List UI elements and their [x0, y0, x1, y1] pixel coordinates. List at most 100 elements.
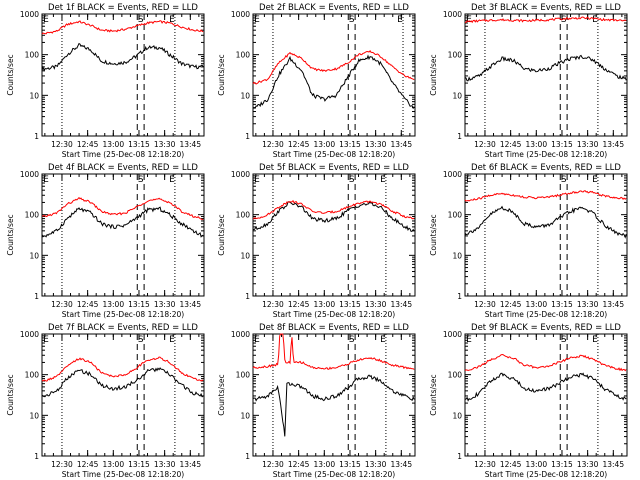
y-tick-label: 1 — [34, 452, 39, 461]
y-tick-label: 1000 — [443, 330, 462, 339]
x-tick-label: 13:45 — [390, 460, 412, 469]
plot-frame — [464, 13, 628, 137]
y-tick-label: 10 — [240, 411, 250, 420]
start-marker: S — [349, 175, 355, 185]
x-tick-label: 13:00 — [102, 460, 124, 469]
end-marker: E — [380, 175, 386, 185]
plot-frame — [252, 13, 416, 137]
start-marker: S — [561, 335, 567, 345]
y-tick-label: 10 — [29, 411, 39, 420]
plot-frame — [252, 173, 416, 297]
end-marker: E — [592, 175, 598, 185]
plot-frame — [252, 333, 416, 457]
subplot-title: Det 4f BLACK = Events, RED = LLD — [48, 163, 198, 173]
y-tick-label: 100 — [448, 371, 463, 380]
events-series-line — [464, 205, 627, 239]
end-marker: E — [254, 175, 260, 185]
x-tick-label: 13:00 — [313, 300, 335, 309]
x-axis-label: Start Time (25-Dec-08 12:18:20) — [485, 470, 607, 479]
y-tick-label: 1000 — [20, 170, 39, 179]
x-tick-label: 13:30 — [154, 140, 176, 149]
subplot-det-3: Det 3f BLACK = Events, RED = LLD 1 10 100 10… — [429, 3, 628, 159]
y-tick-label: 10 — [452, 251, 462, 260]
lld-series-line — [465, 16, 627, 24]
events-series-line — [41, 42, 204, 72]
end-marker: E — [466, 175, 472, 185]
y-tick-label: 100 — [448, 211, 463, 220]
x-tick-label: 13:15 — [551, 460, 573, 469]
subplot-det-4: Det 4f BLACK = Events, RED = LLD 1 10 100 10… — [6, 163, 205, 319]
plot-frame — [41, 173, 205, 297]
end-marker: E — [592, 335, 598, 345]
x-tick-label: 13:00 — [313, 140, 335, 149]
y-tick-label: 1000 — [20, 330, 39, 339]
x-tick-label: 12:30 — [474, 460, 496, 469]
start-marker: S — [349, 15, 355, 25]
y-tick-label: 10 — [29, 91, 39, 100]
y-axis-label: Counts/sec — [429, 374, 438, 415]
start-marker: S — [138, 335, 144, 345]
x-tick-label: 13:30 — [154, 300, 176, 309]
y-axis-label: Counts/sec — [217, 54, 226, 95]
y-tick-label: 1000 — [20, 10, 39, 19]
x-tick-label: 13:45 — [390, 300, 412, 309]
x-tick-label: 12:45 — [288, 140, 310, 149]
x-tick-label: 13:45 — [602, 140, 624, 149]
y-tick-label: 10 — [240, 91, 250, 100]
x-tick-label: 13:15 — [551, 300, 573, 309]
y-tick-label: 1 — [457, 452, 462, 461]
x-tick-label: 12:30 — [262, 300, 284, 309]
x-tick-label: 13:15 — [128, 140, 150, 149]
y-tick-label: 1 — [34, 292, 39, 301]
end-marker: E — [169, 175, 175, 185]
x-axis-label: Start Time (25-Dec-08 12:18:20) — [62, 310, 184, 319]
x-tick-label: 13:15 — [339, 460, 361, 469]
end-marker: E — [466, 335, 472, 345]
subplot-title: Det 1f BLACK = Events, RED = LLD — [48, 3, 198, 13]
x-tick-label: 13:45 — [179, 300, 201, 309]
events-series-line — [252, 200, 415, 232]
y-axis-label: Counts/sec — [217, 374, 226, 415]
subplot-title: Det 7f BLACK = Events, RED = LLD — [48, 323, 198, 333]
start-marker: S — [561, 175, 567, 185]
subplot-title: Det 6f BLACK = Events, RED = LLD — [471, 163, 621, 173]
x-tick-label: 13:00 — [525, 300, 547, 309]
x-tick-label: 13:45 — [602, 460, 624, 469]
y-tick-label: 1 — [457, 132, 462, 141]
x-tick-label: 13:30 — [154, 460, 176, 469]
subplot-det-2: Det 2f BLACK = Events, RED = LLD 1 10 100 10… — [217, 3, 416, 159]
y-axis-label: Counts/sec — [6, 214, 15, 255]
lld-series-line — [252, 49, 415, 85]
x-tick-label: 12:30 — [474, 140, 496, 149]
x-axis-label: Start Time (25-Dec-08 12:18:20) — [273, 310, 395, 319]
x-tick-label: 13:30 — [365, 140, 387, 149]
end-marker: E — [380, 335, 386, 345]
x-tick-label: 12:30 — [262, 140, 284, 149]
x-tick-label: 13:45 — [602, 300, 624, 309]
y-tick-label: 100 — [236, 211, 251, 220]
x-tick-label: 12:45 — [500, 140, 522, 149]
lld-series-line — [41, 20, 204, 35]
y-tick-label: 100 — [236, 51, 251, 60]
y-tick-label: 1 — [245, 452, 250, 461]
x-tick-label: 13:00 — [525, 140, 547, 149]
y-axis-label: Counts/sec — [6, 374, 15, 415]
x-tick-label: 12:30 — [51, 460, 73, 469]
x-tick-label: 13:45 — [390, 140, 412, 149]
subplot-title: Det 5f BLACK = Events, RED = LLD — [259, 163, 409, 173]
subplot-det-7: Det 7f BLACK = Events, RED = LLD 1 10 100 10… — [6, 323, 205, 479]
x-tick-label: 12:45 — [288, 460, 310, 469]
x-tick-label: 13:15 — [551, 140, 573, 149]
y-tick-label: 10 — [452, 411, 462, 420]
end-marker: E — [43, 15, 49, 25]
x-axis-label: Start Time (25-Dec-08 12:18:20) — [485, 310, 607, 319]
start-marker: S — [138, 175, 144, 185]
subplot-det-1: Det 1f BLACK = Events, RED = LLD 1 10 100 10… — [6, 3, 205, 159]
start-marker: S — [561, 15, 567, 25]
end-marker: E — [169, 15, 175, 25]
end-marker: E — [254, 15, 260, 25]
x-tick-label: 12:45 — [288, 300, 310, 309]
x-tick-label: 13:30 — [365, 460, 387, 469]
subplot-det-8: Det 8f BLACK = Events, RED = LLD 1 10 100 10… — [217, 323, 416, 479]
x-tick-label: 12:30 — [51, 300, 73, 309]
